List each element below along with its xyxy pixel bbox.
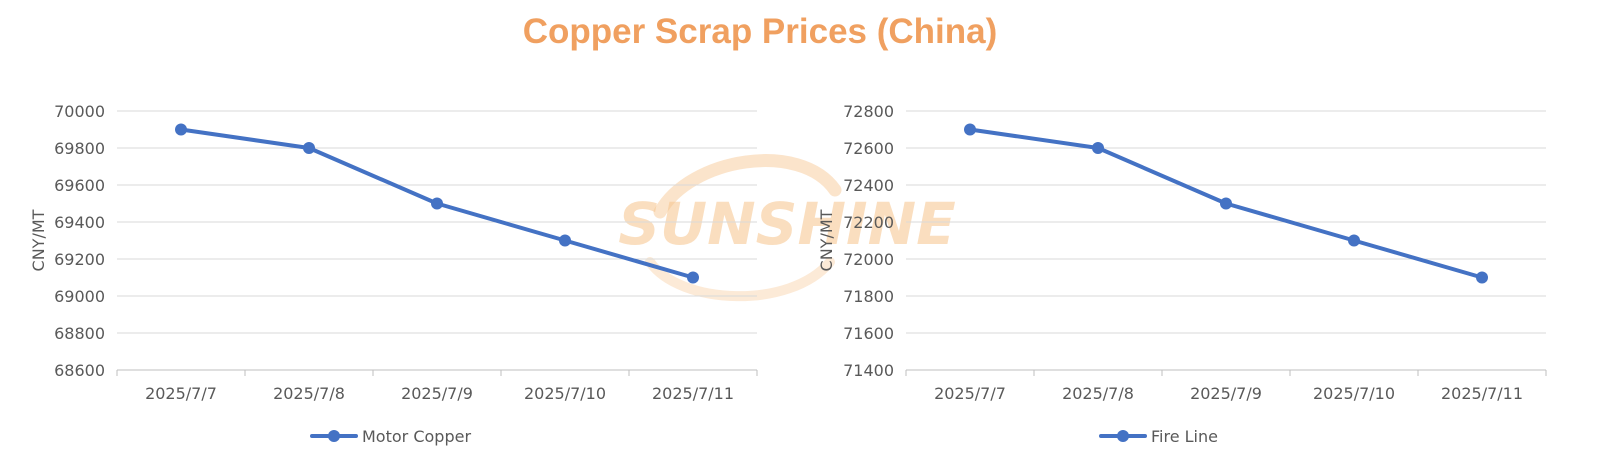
data-point	[964, 123, 976, 136]
y-tick-label: 71400	[843, 361, 894, 380]
y-tick-label: 71800	[843, 287, 894, 306]
x-tick-label: 2025/7/8	[1062, 384, 1134, 403]
data-point	[303, 142, 315, 154]
y-tick-label: 72400	[843, 176, 894, 195]
y-tick-label: 70000	[54, 102, 105, 121]
x-tick-label: 2025/7/11	[652, 384, 734, 403]
x-tick-label: 2025/7/10	[1313, 384, 1395, 403]
y-axis-title: CNY/MT	[29, 209, 48, 271]
data-point	[1092, 142, 1104, 154]
legend-swatch-marker	[328, 430, 340, 442]
watermark-text: SUNSHINE	[618, 190, 955, 258]
data-point	[1348, 234, 1360, 247]
fire-line-chart: 71400 71600 71800 72000 72200 72400 72600 72800…	[817, 102, 1547, 446]
data-point	[431, 197, 443, 210]
y-tick-label: 69200	[54, 250, 105, 269]
y-tick-label: 72000	[843, 250, 894, 269]
x-tick-label: 2025/7/7	[145, 384, 217, 403]
y-tick-label: 69000	[54, 287, 105, 306]
data-point	[175, 123, 187, 136]
y-tick-label: 68600	[54, 361, 105, 380]
legend-label: Motor Copper	[362, 427, 471, 446]
x-tick-label: 2025/7/11	[1441, 384, 1523, 403]
data-point	[687, 271, 699, 284]
x-tick-label: 2025/7/10	[524, 384, 606, 403]
data-point	[1476, 271, 1488, 284]
x-tick-label: 2025/7/9	[401, 384, 473, 403]
x-tick-label: 2025/7/7	[934, 384, 1006, 403]
y-axis-title: CNY/MT	[817, 209, 836, 271]
x-tick-label: 2025/7/9	[1190, 384, 1262, 403]
legend-label: Fire Line	[1151, 427, 1218, 446]
y-tick-label: 68800	[54, 324, 105, 343]
y-tick-label: 72200	[843, 213, 894, 232]
data-point	[559, 234, 571, 247]
data-point	[1220, 197, 1232, 210]
y-tick-label: 72600	[843, 139, 894, 158]
legend-swatch-marker	[1117, 430, 1129, 442]
y-tick-label: 69400	[54, 213, 105, 232]
y-tick-label: 69600	[54, 176, 105, 195]
x-tick-label: 2025/7/8	[273, 384, 345, 403]
watermark-logo: SUNSHINE	[618, 154, 956, 302]
y-tick-label: 69800	[54, 139, 105, 158]
y-tick-label: 72800	[843, 102, 894, 121]
chart-title: Copper Scrap Prices (China)	[522, 12, 998, 51]
motor-copper-chart: 68600 68800 69000 69200 69400 69600 69800 70000…	[29, 102, 758, 446]
y-tick-label: 71600	[843, 324, 894, 343]
